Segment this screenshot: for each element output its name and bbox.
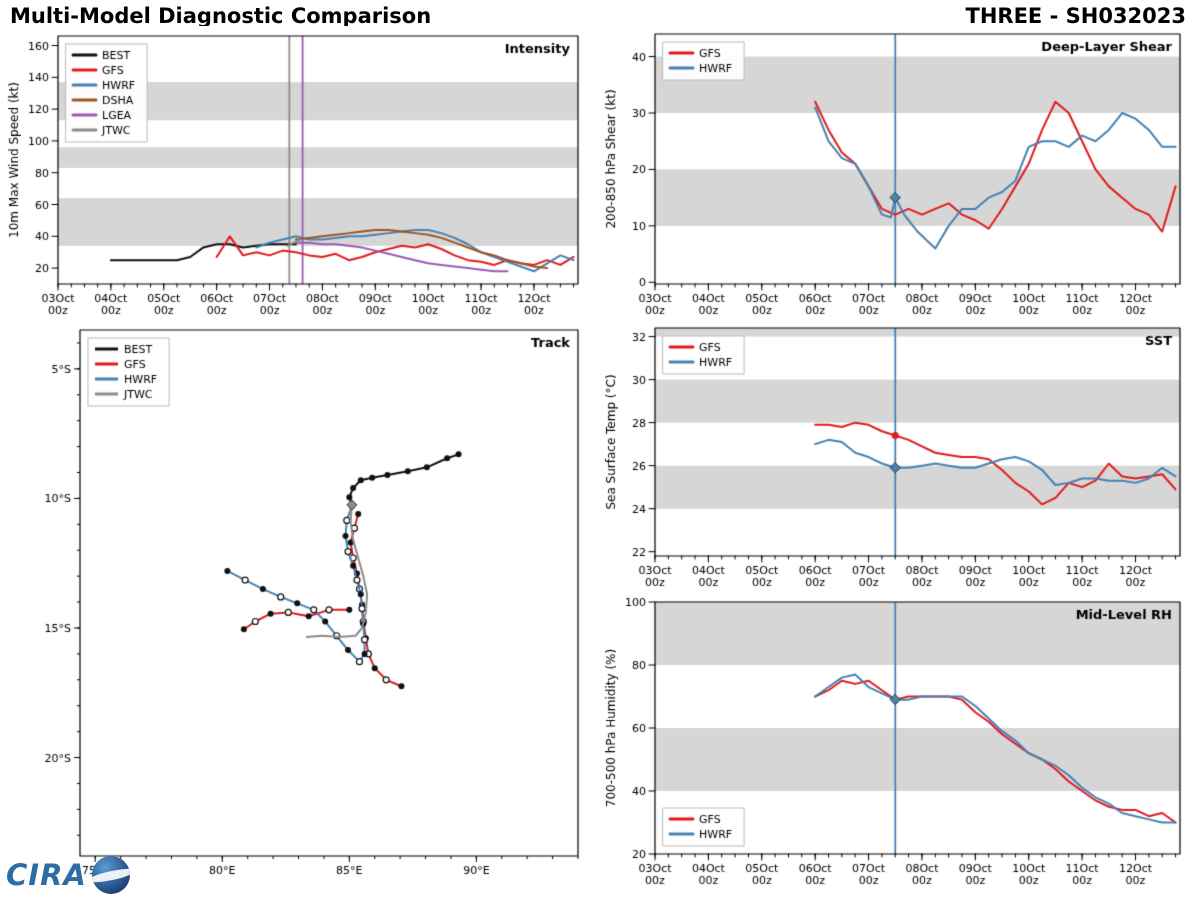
page-title: Multi-Model Diagnostic Comparison <box>10 4 432 28</box>
intensity-canvas <box>0 26 600 322</box>
storm-id-title: THREE - SH032023 <box>965 4 1186 28</box>
cira-globe-icon <box>91 856 130 894</box>
sst-canvas <box>600 322 1200 590</box>
rh-canvas <box>600 590 1200 900</box>
cira-logo-text: CIRA <box>6 858 87 892</box>
globe-wave-shape <box>91 865 130 886</box>
cira-logo: CIRA <box>6 856 130 894</box>
track-canvas <box>0 322 600 878</box>
shear-canvas <box>600 26 1200 322</box>
